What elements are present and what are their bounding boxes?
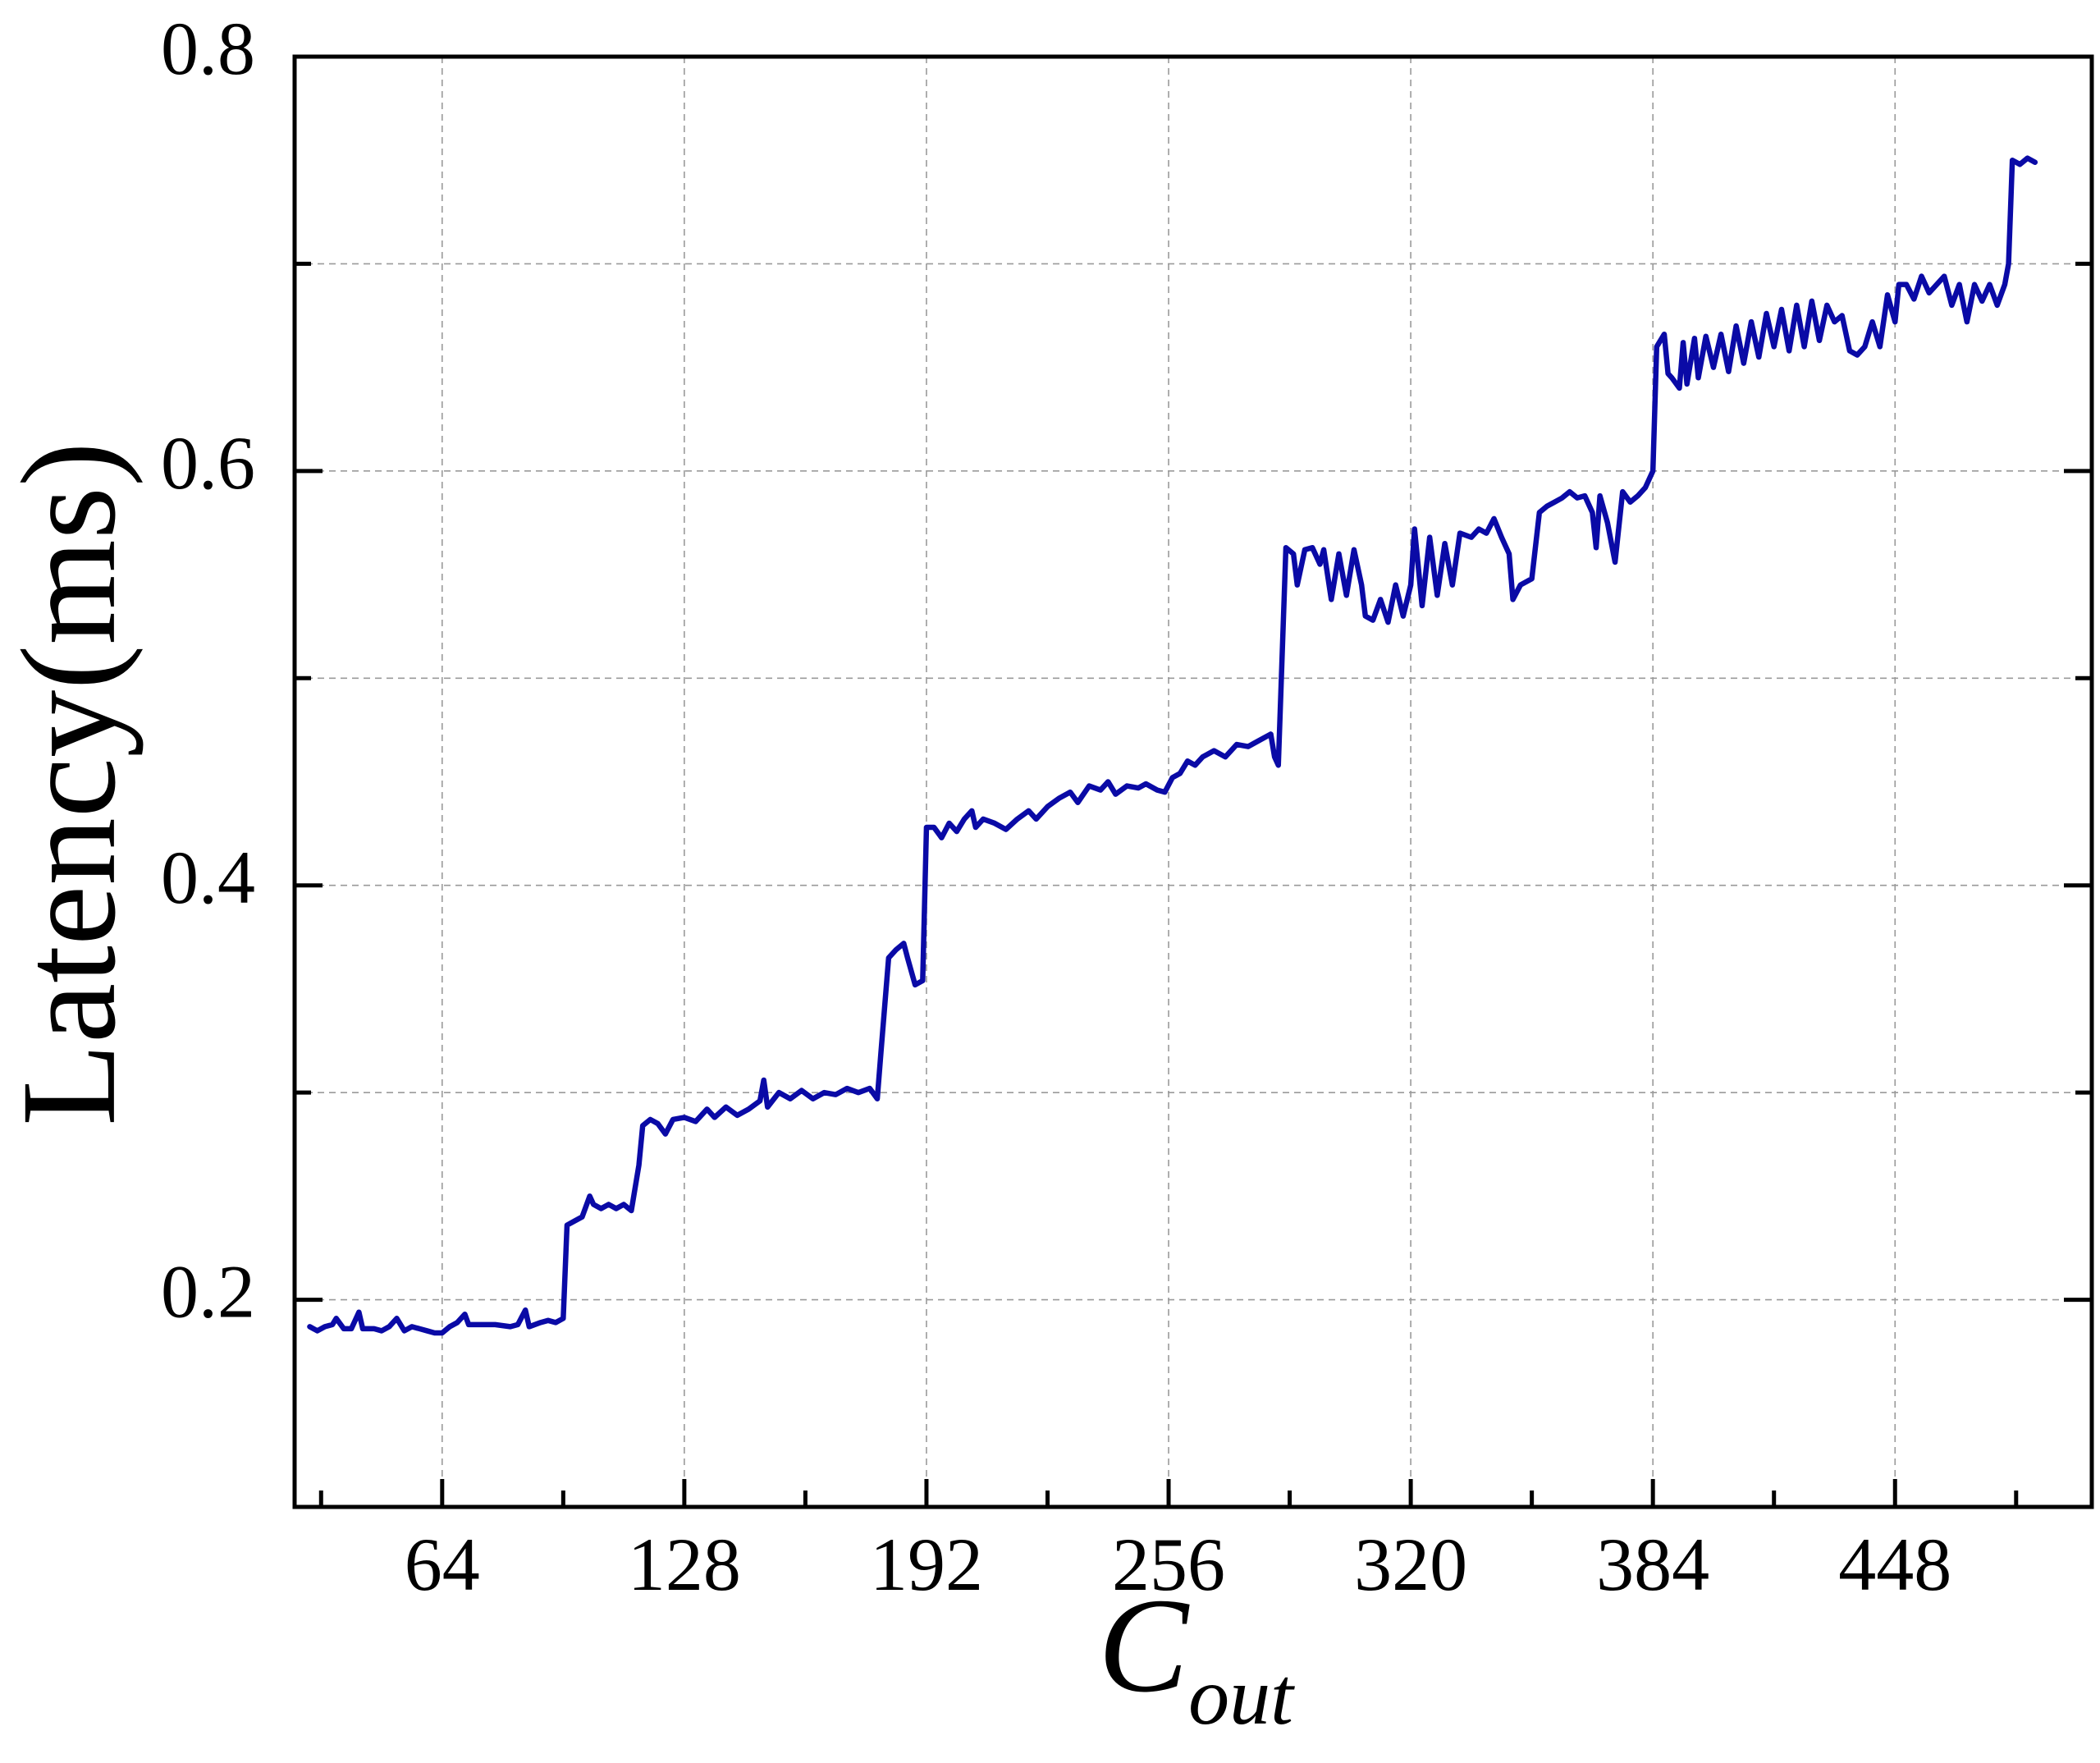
y-tick-label: 0.4 — [161, 836, 255, 919]
y-tick-label: 0.6 — [161, 421, 255, 505]
x-tick-label: 320 — [1354, 1523, 1467, 1606]
x-tick-label: 256 — [1112, 1523, 1225, 1606]
y-axis-title: Latency(ms) — [0, 442, 144, 1126]
x-tick-label: 384 — [1596, 1523, 1709, 1606]
x-tick-label: 448 — [1838, 1523, 1951, 1606]
x-tick-label: 192 — [870, 1523, 983, 1606]
x-tick-label: 128 — [628, 1523, 741, 1606]
x-tick-label: 64 — [405, 1523, 480, 1606]
plot-frame — [292, 54, 2094, 1509]
y-tick-label: 0.2 — [161, 1250, 255, 1334]
y-tick-label: 0.8 — [161, 7, 255, 90]
x-axis-title-main: C — [1098, 1570, 1190, 1720]
data-line — [307, 155, 2038, 1336]
x-axis-title-sub: out — [1188, 1651, 1295, 1742]
x-axis-title: Cout — [1098, 1570, 1295, 1742]
